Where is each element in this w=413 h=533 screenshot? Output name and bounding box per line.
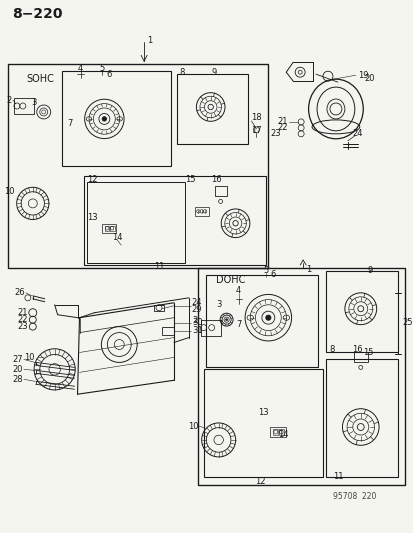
Bar (325, 359, 396, 477)
Text: 12: 12 (254, 477, 265, 486)
Text: 18: 18 (251, 114, 261, 123)
Text: 27: 27 (12, 355, 23, 364)
Text: 11: 11 (153, 262, 164, 271)
Text: 6: 6 (270, 270, 275, 279)
Text: 13: 13 (257, 408, 268, 417)
Text: 10: 10 (188, 422, 198, 431)
Bar (104, 225, 109, 231)
Bar (205, 275, 317, 367)
Text: 2: 2 (6, 95, 12, 104)
Text: 26: 26 (14, 288, 25, 297)
Text: DOHC: DOHC (215, 275, 244, 285)
Text: 30: 30 (191, 318, 202, 327)
Text: 3: 3 (31, 98, 36, 107)
Bar (325, 271, 396, 352)
Text: 6: 6 (107, 70, 112, 79)
Text: 8−220: 8−220 (12, 6, 62, 21)
Text: 20: 20 (363, 74, 374, 83)
Bar (203, 369, 322, 477)
Text: 29: 29 (191, 305, 202, 314)
Text: 23: 23 (17, 322, 28, 331)
Text: 7: 7 (67, 119, 72, 128)
Text: 16: 16 (211, 175, 221, 184)
Text: 10: 10 (4, 187, 14, 196)
Text: 95708  220: 95708 220 (332, 492, 375, 501)
Bar (279, 429, 284, 435)
Text: 7: 7 (235, 320, 241, 329)
Text: 22: 22 (277, 123, 287, 132)
Text: 4: 4 (235, 286, 241, 295)
Bar (176, 74, 248, 144)
Text: 25: 25 (401, 318, 412, 327)
Text: 14: 14 (112, 233, 122, 241)
Text: 24: 24 (191, 298, 202, 308)
Bar (273, 429, 278, 435)
Text: 16: 16 (351, 345, 362, 354)
Bar (197, 268, 404, 484)
Text: 17: 17 (251, 126, 261, 135)
Bar (84, 175, 266, 265)
Text: 24: 24 (352, 130, 362, 139)
Circle shape (265, 315, 270, 320)
Bar (161, 327, 173, 335)
Text: 14: 14 (278, 431, 288, 440)
Text: 8: 8 (179, 68, 184, 77)
Bar (62, 71, 171, 166)
Text: 12: 12 (87, 175, 97, 184)
Bar (353, 352, 367, 362)
Text: 4: 4 (78, 64, 83, 72)
Text: 31: 31 (191, 326, 202, 335)
Text: 10: 10 (24, 353, 35, 362)
Text: 11: 11 (332, 472, 342, 481)
Text: 1: 1 (147, 36, 152, 45)
Bar (110, 225, 114, 231)
Text: 22: 22 (17, 315, 28, 324)
Text: 5: 5 (100, 64, 105, 72)
Text: 9: 9 (366, 266, 371, 276)
Bar (200, 320, 220, 336)
Bar (270, 427, 285, 437)
Circle shape (102, 117, 106, 121)
Text: 21: 21 (17, 308, 28, 317)
Bar (154, 305, 164, 311)
Circle shape (225, 319, 227, 321)
Bar (8, 64, 268, 268)
Text: 19: 19 (357, 71, 368, 79)
Text: 1: 1 (305, 265, 311, 274)
Text: 13: 13 (87, 213, 97, 222)
Text: 2: 2 (192, 316, 197, 325)
Bar (87, 182, 185, 263)
Text: 5: 5 (263, 266, 268, 276)
Text: 9: 9 (211, 68, 216, 77)
Bar (14, 98, 34, 114)
Text: 23: 23 (270, 130, 280, 139)
Text: 3: 3 (216, 300, 221, 309)
Text: 15: 15 (185, 175, 196, 184)
Bar (214, 187, 226, 197)
Text: 21: 21 (277, 117, 287, 126)
Text: 28: 28 (12, 375, 23, 384)
Text: SOHC: SOHC (27, 74, 55, 84)
Text: 8: 8 (328, 345, 334, 354)
Text: 15: 15 (363, 348, 373, 357)
Bar (195, 207, 208, 215)
Bar (102, 224, 116, 233)
Text: 20: 20 (12, 365, 23, 374)
